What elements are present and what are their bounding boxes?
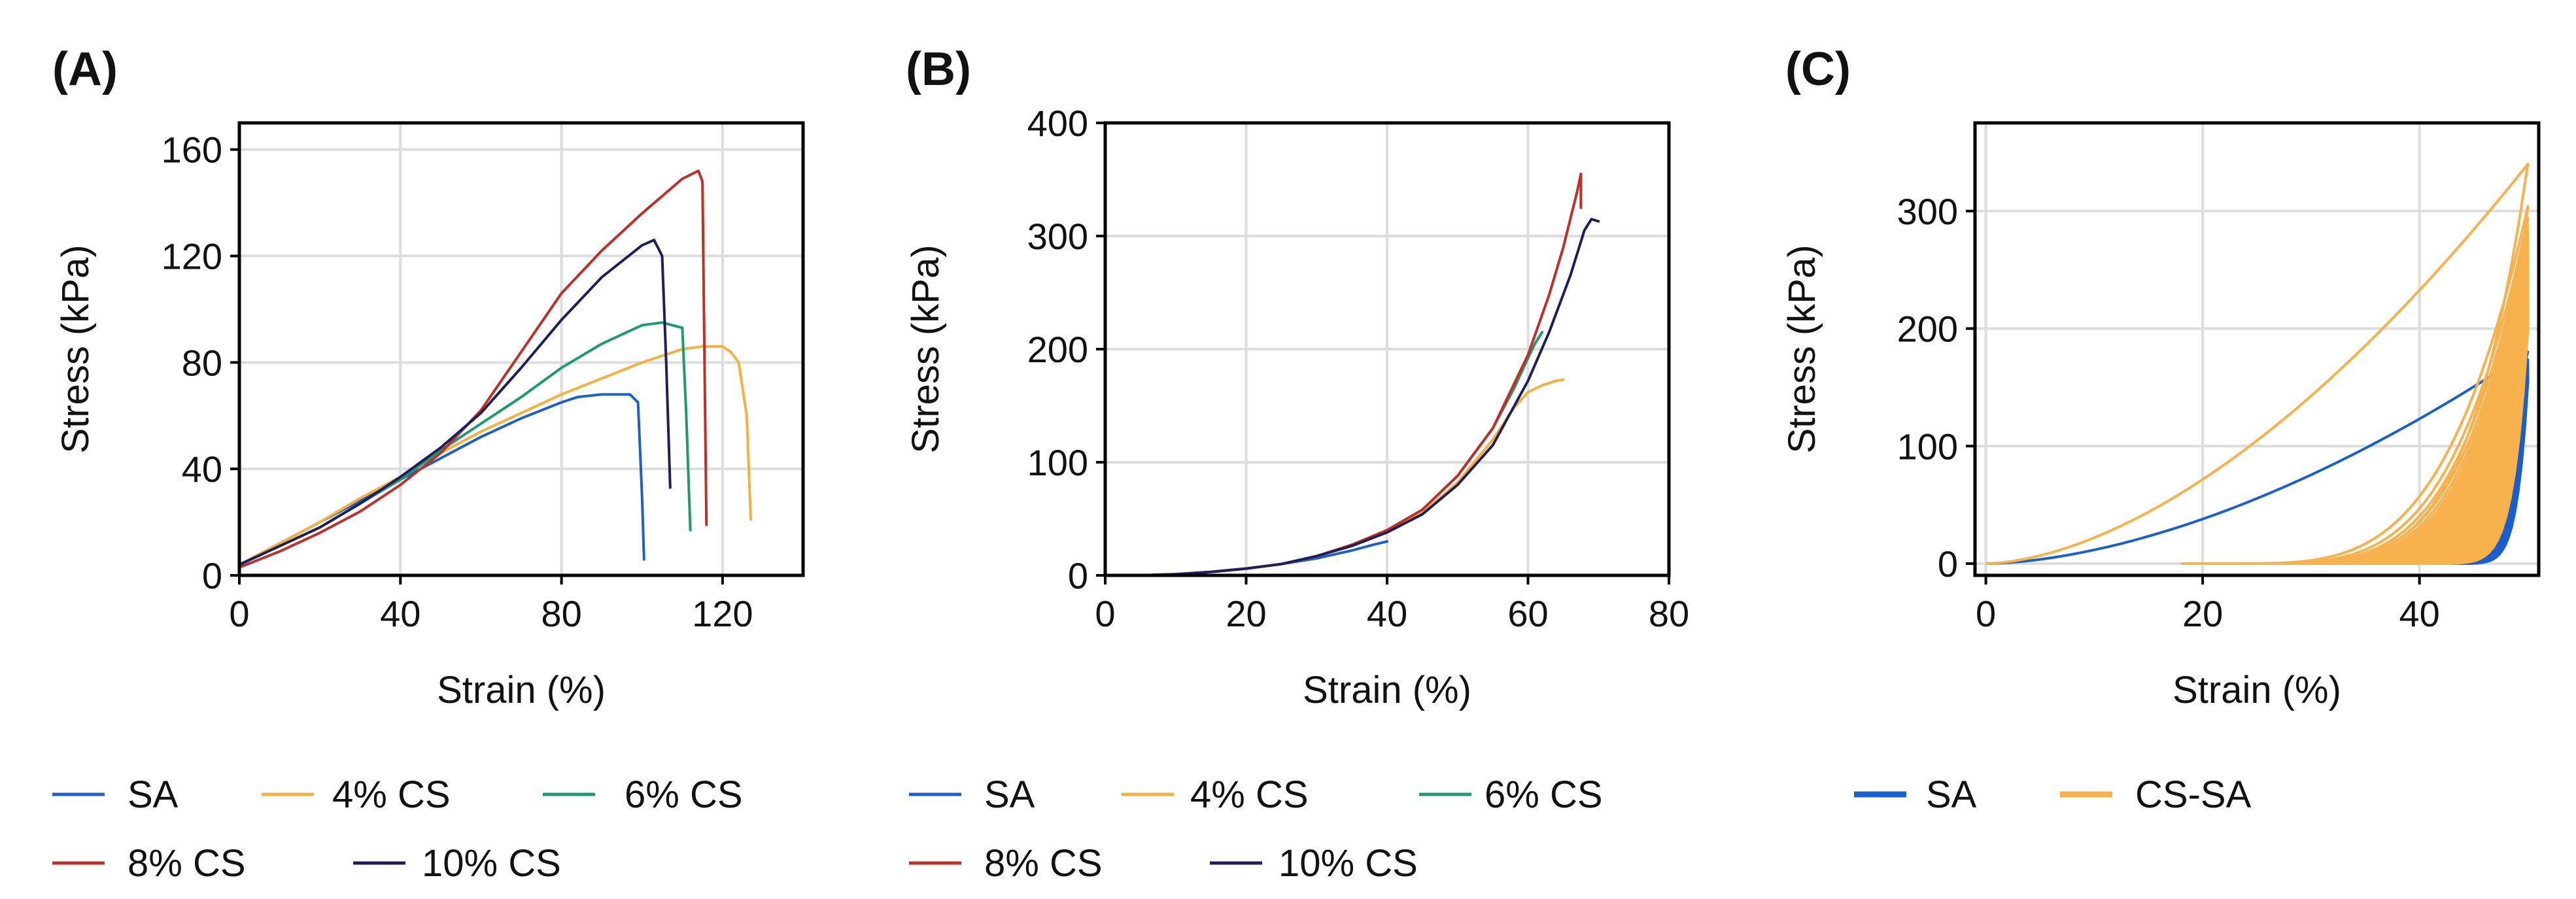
panel-c-curves (1985, 162, 2530, 565)
legend-a-item-sa: SA (52, 773, 179, 816)
panel-a-ytick-label: 160 (162, 129, 222, 171)
panel-a-ylabel: Stress (kPa) (54, 245, 97, 453)
panel-a-ytick-label: 80 (182, 342, 222, 383)
panel-c-ytick-label: 100 (1897, 426, 1958, 467)
panel-a-curve-10-cs (238, 239, 672, 566)
legend-a-item-6cs: 6% CS (543, 773, 743, 816)
panel-b: (B) 0 20 40 60 80 0 100 200 300 400 Strain (%) St… (904, 43, 1689, 885)
panel-b-ticks: 0 20 40 60 80 0 100 200 300 400 (1027, 103, 1690, 634)
legend-b-item-sa: SA (909, 773, 1035, 816)
legend-c-item-cssa: CS-SA (2060, 773, 2252, 816)
panel-b-ytick-label: 400 (1027, 103, 1088, 144)
legend-b-item-6cs: 6% CS (1419, 773, 1603, 816)
legend-b-label-sa: SA (984, 773, 1035, 816)
panel-a-xtick-label: 120 (692, 593, 753, 634)
panel-b-curves (1139, 172, 1600, 577)
legend-a-item-4cs: 4% CS (262, 773, 451, 816)
legend-a-label-10cs: 10% CS (422, 842, 561, 885)
panel-c-cycle-cs-sa (2346, 327, 2530, 565)
panel-a-xtick-label: 0 (229, 593, 249, 634)
panel-b-xtick-label: 20 (1226, 593, 1266, 634)
panel-a-legend: SA 4% CS 6% CS 8% CS 10% CS (52, 773, 743, 885)
legend-c-item-sa: SA (1854, 773, 1977, 816)
panel-b-xtick-label: 40 (1367, 593, 1407, 634)
panel-c-ytick-label: 300 (1897, 191, 1958, 232)
panel-a-frame (237, 121, 805, 577)
panel-c-xtick-label: 40 (2399, 593, 2440, 634)
panel-b-xtick-label: 80 (1649, 593, 1689, 634)
legend-b-label-8cs: 8% CS (984, 842, 1103, 885)
legend-c-label-sa: SA (1926, 773, 1977, 816)
panel-a-ticks: 0 40 80 120 0 40 80 120 160 (162, 129, 753, 634)
panel-b-xtick-label: 0 (1095, 593, 1115, 634)
panel-c-xlabel: Strain (%) (2172, 669, 2341, 711)
legend-a-label-8cs: 8% CS (128, 842, 246, 885)
legend-a-label-6cs: 6% CS (625, 773, 743, 816)
panel-a-xtick-label: 80 (541, 593, 581, 634)
panel-a-xlabel: Strain (%) (437, 669, 606, 711)
panel-b-ytick-label: 0 (1068, 555, 1088, 596)
panel-b-legend: SA 4% CS 6% CS 8% CS 10% CS (909, 773, 1603, 885)
legend-b-item-8cs: 8% CS (909, 842, 1103, 885)
panel-c-ytick-label: 0 (1938, 543, 1958, 585)
panel-a-curve-8-cs (238, 169, 708, 569)
panel-c-ytick-label: 200 (1897, 309, 1958, 350)
legend-c-label-cssa: CS-SA (2135, 773, 2252, 816)
panel-c-xtick-label: 20 (2182, 593, 2223, 634)
panel-a-xtick-label: 40 (380, 593, 421, 634)
panel-b-grid (1104, 122, 1670, 577)
panel-a-ytick-label: 0 (202, 555, 222, 596)
panel-b-curve-10-cs (1139, 218, 1600, 577)
legend-a-label-sa: SA (128, 773, 179, 816)
legend-b-label-10cs: 10% CS (1279, 842, 1418, 885)
panel-a-ytick-label: 40 (182, 449, 222, 490)
legend-b-label-6cs: 6% CS (1485, 773, 1603, 816)
panel-c-legend: SA CS-SA (1854, 773, 2252, 816)
legend-a-item-8cs: 8% CS (52, 842, 246, 885)
legend-b-label-4cs: 4% CS (1190, 773, 1309, 816)
legend-b-item-4cs: 4% CS (1122, 773, 1309, 816)
panel-a-grid (238, 123, 803, 577)
panel-c: (C) 0 20 40 0 100 200 300 Strain (%) Stress (k… (1781, 43, 2541, 816)
panel-a-label: (A) (52, 43, 118, 95)
panel-b-ylabel: Stress (kPa) (904, 245, 947, 453)
panel-a-ytick-label: 120 (162, 236, 222, 277)
panel-a-curve-4-cs (238, 345, 752, 566)
panel-c-xtick-label: 0 (1976, 593, 1996, 634)
legend-a-label-4cs: 4% CS (332, 773, 451, 816)
legend-a-item-10cs: 10% CS (353, 842, 561, 885)
legend-b-item-10cs: 10% CS (1210, 842, 1418, 885)
panel-b-ytick-label: 100 (1027, 442, 1088, 483)
panel-b-ytick-label: 300 (1027, 216, 1088, 257)
panel-c-frame (1973, 121, 2541, 577)
panel-c-ticks: 0 20 40 0 100 200 300 (1897, 191, 2440, 634)
panel-c-label: (C) (1785, 43, 1851, 95)
panel-b-label: (B) (906, 43, 971, 95)
panel-a: (A) 0 40 80 120 0 40 80 120 160 Strain (%) Stres… (52, 43, 805, 885)
panel-b-xtick-label: 60 (1507, 593, 1548, 634)
panel-c-ylabel: Stress (kPa) (1781, 245, 1823, 453)
panel-a-curves (238, 169, 752, 569)
panel-a-curve-sa (238, 393, 645, 566)
panel-b-curve-8-cs (1139, 172, 1583, 577)
panel-b-ytick-label: 200 (1027, 329, 1088, 370)
panel-b-xlabel: Strain (%) (1303, 669, 1471, 711)
